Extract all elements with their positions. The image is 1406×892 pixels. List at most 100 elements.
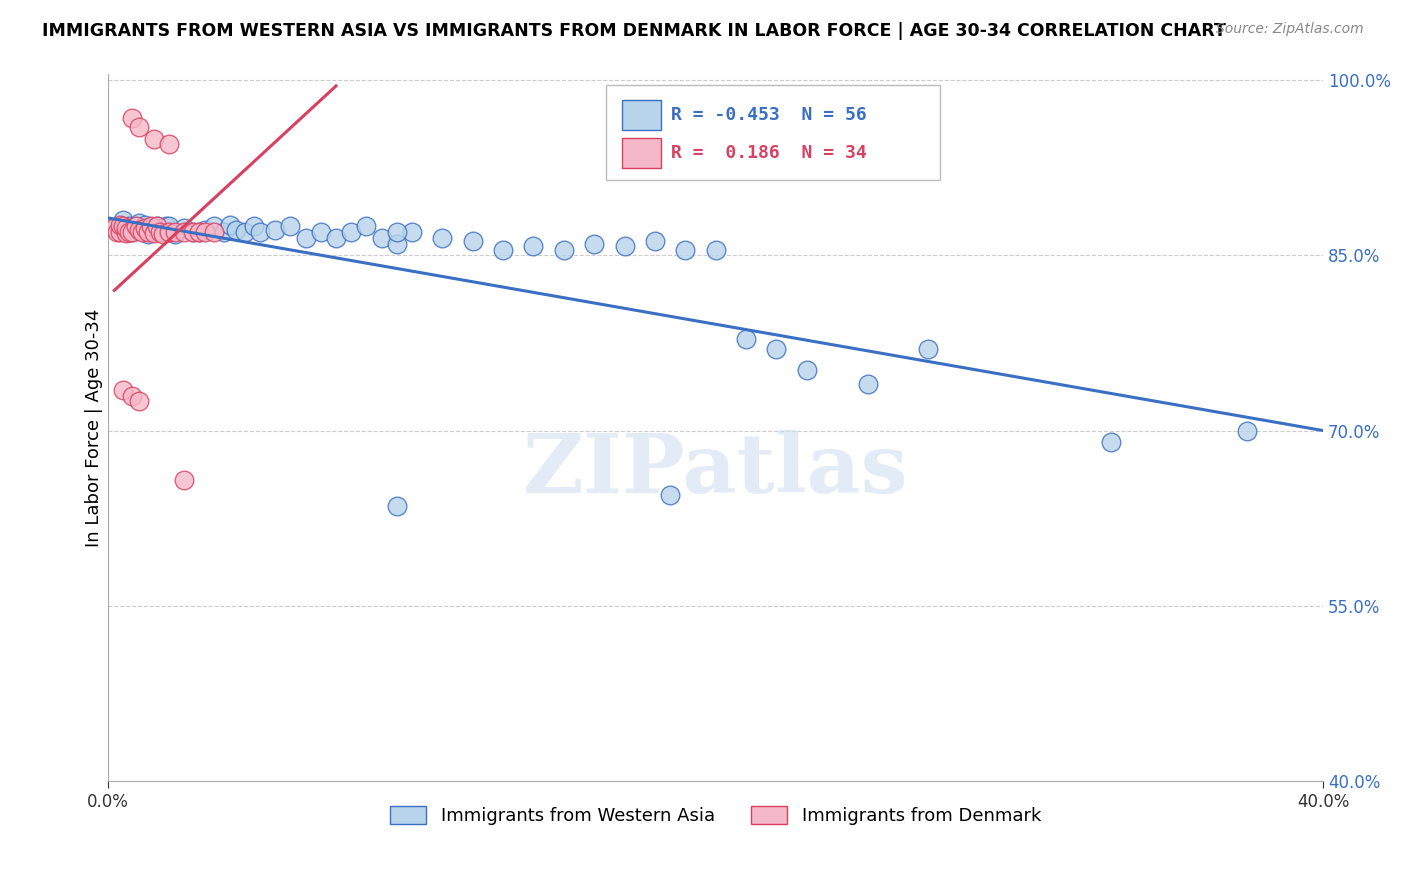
Point <box>173 221 195 235</box>
Legend: Immigrants from Western Asia, Immigrants from Denmark: Immigrants from Western Asia, Immigrants… <box>391 805 1040 825</box>
Point <box>157 219 180 234</box>
Point <box>583 236 606 251</box>
Point <box>461 235 484 249</box>
Point <box>173 225 195 239</box>
Point <box>121 225 143 239</box>
Point <box>131 225 153 239</box>
Point <box>115 221 138 235</box>
Point <box>136 225 159 239</box>
Text: Source: ZipAtlas.com: Source: ZipAtlas.com <box>1216 22 1364 37</box>
Point <box>163 225 186 239</box>
Text: IMMIGRANTS FROM WESTERN ASIA VS IMMIGRANTS FROM DENMARK IN LABOR FORCE | AGE 30-: IMMIGRANTS FROM WESTERN ASIA VS IMMIGRAN… <box>42 22 1226 40</box>
Point <box>121 388 143 402</box>
FancyBboxPatch shape <box>621 101 661 130</box>
Point <box>264 222 287 236</box>
Point <box>194 222 217 236</box>
Point <box>128 120 150 134</box>
Y-axis label: In Labor Force | Age 30-34: In Labor Force | Age 30-34 <box>86 309 103 547</box>
Point <box>128 222 150 236</box>
Point <box>181 225 204 239</box>
Point <box>163 227 186 242</box>
Point <box>1099 435 1122 450</box>
Point <box>370 231 392 245</box>
Point <box>110 225 132 239</box>
Point <box>917 342 939 356</box>
Point <box>112 383 135 397</box>
Point <box>294 231 316 245</box>
Point <box>401 225 423 239</box>
Point <box>152 227 174 242</box>
Point <box>152 225 174 239</box>
Point <box>644 235 666 249</box>
Point <box>553 243 575 257</box>
Point <box>181 225 204 239</box>
Point <box>134 221 156 235</box>
Text: ZIPatlas: ZIPatlas <box>523 430 908 510</box>
Point <box>103 221 125 235</box>
Point <box>385 225 408 239</box>
Point <box>157 137 180 152</box>
Point <box>188 225 211 239</box>
Point <box>142 131 165 145</box>
Point <box>112 219 135 234</box>
Point <box>385 236 408 251</box>
Point <box>118 219 141 234</box>
Text: R =  0.186  N = 34: R = 0.186 N = 34 <box>671 144 866 161</box>
Point <box>121 225 143 239</box>
Point <box>249 225 271 239</box>
Point <box>204 225 226 239</box>
Point <box>356 219 378 234</box>
Point <box>522 239 544 253</box>
Point <box>146 219 169 234</box>
FancyBboxPatch shape <box>621 138 661 168</box>
Point <box>765 342 787 356</box>
Point <box>128 222 150 236</box>
FancyBboxPatch shape <box>606 85 941 180</box>
Point <box>325 231 347 245</box>
Point <box>659 488 682 502</box>
Point <box>128 394 150 409</box>
Point <box>188 225 211 239</box>
Point <box>385 500 408 514</box>
Point <box>173 473 195 487</box>
Point <box>110 218 132 232</box>
Point <box>218 218 240 232</box>
Point <box>432 231 454 245</box>
Point <box>233 225 256 239</box>
Point <box>155 219 177 234</box>
Point <box>492 243 515 257</box>
Point <box>149 225 172 239</box>
Point <box>204 219 226 234</box>
Point <box>613 239 636 253</box>
Point <box>704 243 727 257</box>
Point <box>340 225 363 239</box>
Point <box>115 226 138 240</box>
Point <box>136 227 159 242</box>
Point <box>142 225 165 239</box>
Point <box>134 218 156 232</box>
Point <box>146 219 169 234</box>
Point <box>128 216 150 230</box>
Point <box>118 225 141 239</box>
Point <box>796 363 818 377</box>
Point <box>124 219 146 234</box>
Point <box>225 222 247 236</box>
Point <box>139 221 162 235</box>
Point <box>105 225 128 239</box>
Point <box>856 376 879 391</box>
Point <box>1236 424 1258 438</box>
Point <box>280 219 302 234</box>
Point <box>735 333 758 347</box>
Point <box>139 219 162 234</box>
Point <box>112 213 135 227</box>
Point <box>121 111 143 125</box>
Point <box>673 243 696 257</box>
Point <box>309 225 332 239</box>
Text: R = -0.453  N = 56: R = -0.453 N = 56 <box>671 106 866 124</box>
Point <box>142 226 165 240</box>
Point <box>124 219 146 234</box>
Point <box>243 219 266 234</box>
Point <box>212 225 235 239</box>
Point <box>194 225 217 239</box>
Point <box>157 225 180 239</box>
